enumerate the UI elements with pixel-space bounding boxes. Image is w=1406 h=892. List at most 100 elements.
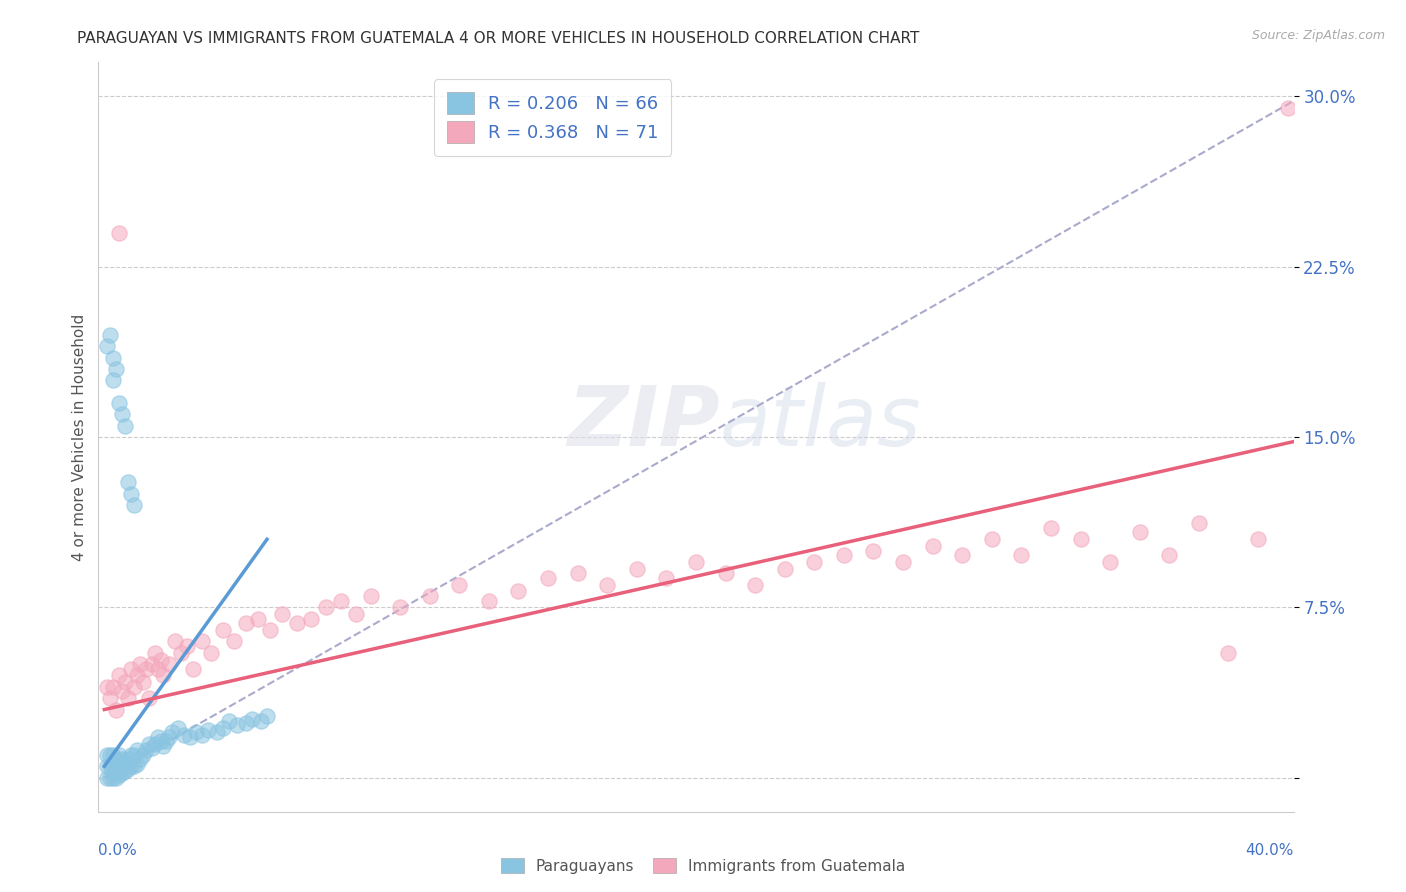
- Point: [419, 589, 441, 603]
- Point: [184, 725, 207, 739]
- Point: [360, 589, 382, 603]
- Point: [120, 487, 142, 501]
- Point: [191, 634, 214, 648]
- Point: [108, 226, 131, 240]
- Point: [152, 739, 174, 753]
- Point: [537, 571, 560, 585]
- Point: [714, 566, 737, 581]
- Point: [149, 652, 172, 666]
- Point: [141, 741, 163, 756]
- Point: [125, 743, 148, 757]
- Point: [122, 759, 145, 773]
- Point: [105, 771, 128, 785]
- Text: Source: ZipAtlas.com: Source: ZipAtlas.com: [1251, 29, 1385, 42]
- Point: [128, 657, 150, 672]
- Point: [103, 764, 125, 778]
- Point: [173, 727, 195, 741]
- Point: [205, 725, 228, 739]
- Point: [157, 730, 180, 744]
- Point: [155, 734, 177, 748]
- Point: [1218, 646, 1240, 660]
- Text: PARAGUAYAN VS IMMIGRANTS FROM GUATEMALA 4 OR MORE VEHICLES IN HOUSEHOLD CORRELAT: PARAGUAYAN VS IMMIGRANTS FROM GUATEMALA …: [77, 31, 920, 46]
- Point: [211, 623, 233, 637]
- Point: [111, 759, 134, 773]
- Point: [596, 577, 619, 591]
- Point: [103, 757, 125, 772]
- Point: [449, 577, 471, 591]
- Point: [108, 768, 131, 782]
- Point: [179, 730, 201, 744]
- Point: [980, 533, 1002, 547]
- Point: [98, 327, 121, 342]
- Legend: Paraguayans, Immigrants from Guatemala: Paraguayans, Immigrants from Guatemala: [495, 852, 911, 880]
- Point: [111, 752, 134, 766]
- Point: [108, 396, 131, 410]
- Point: [108, 668, 131, 682]
- Point: [117, 762, 139, 776]
- Point: [162, 725, 184, 739]
- Point: [135, 662, 157, 676]
- Point: [96, 771, 118, 785]
- Point: [120, 747, 142, 762]
- Point: [176, 639, 198, 653]
- Point: [950, 548, 973, 562]
- Point: [157, 657, 180, 672]
- Point: [1159, 548, 1181, 562]
- Text: atlas: atlas: [720, 382, 921, 463]
- Point: [685, 555, 707, 569]
- Point: [108, 759, 131, 773]
- Legend: R = 0.206   N = 66, R = 0.368   N = 71: R = 0.206 N = 66, R = 0.368 N = 71: [434, 79, 671, 155]
- Text: 0.0%: 0.0%: [98, 843, 138, 858]
- Point: [1277, 101, 1299, 115]
- Point: [132, 675, 155, 690]
- Point: [105, 752, 128, 766]
- Point: [344, 607, 367, 622]
- Point: [226, 718, 249, 732]
- Point: [152, 668, 174, 682]
- Point: [315, 600, 337, 615]
- Point: [98, 747, 121, 762]
- Point: [167, 721, 190, 735]
- Point: [122, 747, 145, 762]
- Text: ZIP: ZIP: [567, 382, 720, 463]
- Point: [141, 657, 163, 672]
- Point: [1247, 533, 1270, 547]
- Point: [138, 691, 160, 706]
- Point: [111, 408, 134, 422]
- Point: [128, 752, 150, 766]
- Point: [125, 757, 148, 772]
- Point: [114, 418, 136, 433]
- Point: [96, 339, 118, 353]
- Point: [256, 709, 278, 723]
- Point: [122, 680, 145, 694]
- Point: [862, 543, 884, 558]
- Point: [285, 616, 308, 631]
- Point: [111, 684, 134, 698]
- Point: [125, 668, 148, 682]
- Point: [114, 764, 136, 778]
- Point: [240, 712, 263, 726]
- Point: [143, 737, 166, 751]
- Point: [1129, 525, 1152, 540]
- Point: [170, 646, 193, 660]
- Point: [655, 571, 678, 585]
- Point: [235, 616, 257, 631]
- Point: [744, 577, 766, 591]
- Point: [96, 747, 118, 762]
- Point: [103, 747, 125, 762]
- Point: [117, 691, 139, 706]
- Point: [138, 737, 160, 751]
- Point: [96, 759, 118, 773]
- Point: [143, 646, 166, 660]
- Point: [132, 747, 155, 762]
- Point: [250, 714, 273, 728]
- Point: [98, 771, 121, 785]
- Point: [105, 702, 128, 716]
- Point: [191, 727, 214, 741]
- Point: [247, 612, 270, 626]
- Point: [117, 475, 139, 490]
- Point: [389, 600, 412, 615]
- Point: [224, 634, 246, 648]
- Point: [832, 548, 855, 562]
- Point: [108, 747, 131, 762]
